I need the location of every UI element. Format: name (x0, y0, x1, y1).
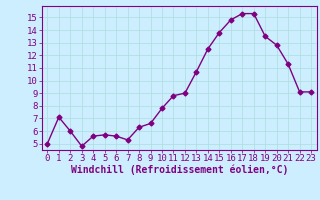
X-axis label: Windchill (Refroidissement éolien,°C): Windchill (Refroidissement éolien,°C) (70, 165, 288, 175)
